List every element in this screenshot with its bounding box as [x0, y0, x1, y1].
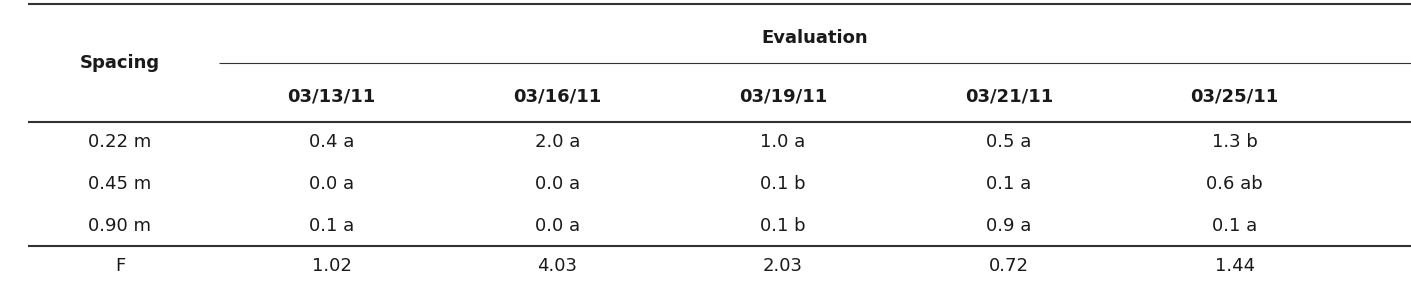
- Text: 0.1 a: 0.1 a: [1212, 217, 1257, 235]
- Text: 0.1 b: 0.1 b: [761, 175, 806, 193]
- Text: 0.1 a: 0.1 a: [309, 217, 354, 235]
- Text: 1.02: 1.02: [312, 257, 351, 275]
- Text: 0.6 ab: 0.6 ab: [1206, 175, 1263, 193]
- Text: 0.0 a: 0.0 a: [309, 175, 354, 193]
- Text: 1.3 b: 1.3 b: [1212, 133, 1257, 151]
- Text: 0.9 a: 0.9 a: [986, 217, 1031, 235]
- Text: Spacing: Spacing: [80, 54, 159, 72]
- Text: 0.72: 0.72: [989, 257, 1029, 275]
- Text: 1.0 a: 1.0 a: [761, 133, 806, 151]
- Text: 0.22 m: 0.22 m: [89, 133, 151, 151]
- Text: 0.0 a: 0.0 a: [535, 175, 580, 193]
- Text: 0.45 m: 0.45 m: [89, 175, 151, 193]
- Text: 2.0 a: 2.0 a: [535, 133, 580, 151]
- Text: F: F: [114, 257, 126, 275]
- Text: 0.0 a: 0.0 a: [535, 217, 580, 235]
- Text: 0.90 m: 0.90 m: [89, 217, 151, 235]
- Text: Evaluation: Evaluation: [762, 29, 868, 47]
- Text: 4.03: 4.03: [538, 257, 577, 275]
- Text: 0.1 b: 0.1 b: [761, 217, 806, 235]
- Text: 2.03: 2.03: [763, 257, 803, 275]
- Text: 03/19/11: 03/19/11: [739, 88, 827, 106]
- Text: 0.1 a: 0.1 a: [986, 175, 1031, 193]
- Text: 03/21/11: 03/21/11: [965, 88, 1053, 106]
- Text: 1.44: 1.44: [1215, 257, 1254, 275]
- Text: 03/16/11: 03/16/11: [514, 88, 601, 106]
- Text: 0.5 a: 0.5 a: [986, 133, 1031, 151]
- Text: 03/25/11: 03/25/11: [1191, 88, 1278, 106]
- Text: 0.4 a: 0.4 a: [309, 133, 354, 151]
- Text: 03/13/11: 03/13/11: [288, 88, 375, 106]
